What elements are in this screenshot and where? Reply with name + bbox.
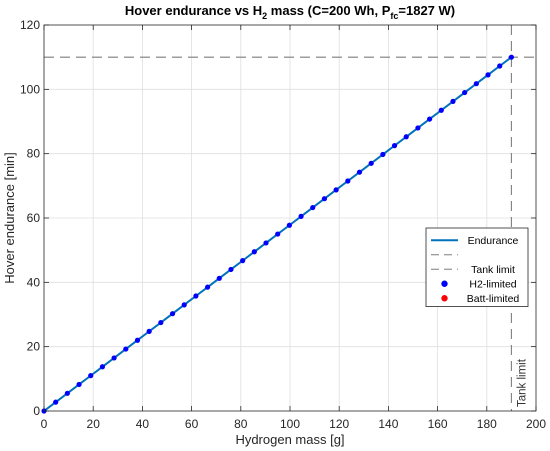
h2-limited-point: [508, 54, 514, 60]
h2-limited-point: [111, 355, 117, 361]
y-tick-label: 60: [27, 211, 41, 225]
title-main: Hover endurance vs H: [125, 3, 262, 18]
h2-limited-point: [158, 319, 164, 326]
x-tick-label: 0: [41, 417, 48, 431]
tank-limit-annotation: Tank limit: [516, 358, 528, 407]
h2-limited-point: [263, 240, 269, 246]
h2-limited-point: [251, 249, 257, 255]
x-tick-label: 180: [477, 417, 497, 431]
h2-limited-point: [88, 373, 94, 379]
h2-limited-point: [216, 275, 222, 281]
x-tick-label: 200: [526, 417, 546, 431]
h2-limited-point: [345, 178, 351, 184]
h2-limited-point: [485, 72, 491, 78]
x-tick-label: 40: [136, 417, 150, 431]
x-axis-label: Hydrogen mass [g]: [235, 432, 344, 447]
x-tick-label: 20: [87, 417, 101, 431]
h2-limited-point: [415, 125, 421, 131]
ticks: 0 20 40 60 80 100 120 140 160 180 200 0 20 40 60 80 100 1…: [20, 18, 546, 431]
title-end: =1827 W): [398, 3, 455, 18]
h2-limited-point: [181, 302, 187, 308]
title-mid: mass (C=200 Wh, P: [267, 3, 391, 18]
h2-limited-point: [134, 337, 141, 343]
h2-limited-point: [53, 399, 59, 405]
h2-limited-point: [403, 134, 409, 140]
x-tick-label: 120: [329, 417, 349, 431]
h2-limited-point: [462, 89, 468, 96]
y-tick-label: 40: [27, 275, 41, 289]
h2-limited-point: [356, 169, 363, 175]
x-tick-label: 160: [428, 417, 448, 431]
y-tick-label: 120: [20, 18, 40, 32]
x-tick-label: 100: [280, 417, 300, 431]
legend-swatch-batt-limited: [441, 295, 448, 302]
y-tick-label: 80: [27, 147, 41, 161]
h2-limited-point: [368, 160, 374, 166]
title-h2-subscript: 2: [262, 11, 267, 21]
title-p-subscript: fc: [390, 11, 398, 21]
h2-limited-point: [333, 187, 339, 193]
h2-limited-point: [321, 196, 328, 202]
h2-limited-point: [310, 204, 316, 211]
h2-limited-point: [497, 63, 503, 69]
chart-title: Hover endurance vs H2 mass (C=200 Wh, Pf…: [125, 3, 455, 21]
h2-limited-point: [146, 328, 152, 334]
h2-limited-point: [380, 151, 386, 158]
x-tick-label: 60: [185, 417, 199, 431]
legend-label: Batt-limited: [467, 293, 520, 305]
x-tick-label: 80: [234, 417, 248, 431]
legend-entries: Endurance Tank limit H2-limited Batt-limite…: [431, 235, 519, 305]
h2-limited-point: [275, 231, 281, 237]
legend-swatch-h2-limited: [441, 280, 448, 287]
legend: Endurance Tank limit H2-limited Batt-limite…: [425, 227, 529, 307]
h2-limited-point: [450, 98, 456, 104]
h2-limited-point: [193, 293, 199, 299]
limit-lines: [44, 25, 536, 411]
y-tick-label: 100: [20, 82, 40, 96]
h2-limited-point: [240, 258, 246, 264]
y-axis-label: Hover endurance [min]: [2, 152, 17, 284]
h2-limited-point: [204, 284, 211, 290]
h2-limited-point: [298, 213, 304, 219]
x-tick-label: 140: [378, 417, 398, 431]
h2-limited-point: [427, 116, 433, 122]
h2-limited-point: [169, 311, 176, 317]
y-tick-label: 0: [33, 404, 40, 418]
h2-limited-point: [438, 107, 444, 113]
h2-limited-point: [64, 390, 70, 396]
h2-limited-point: [99, 364, 106, 370]
legend-label: H2-limited: [469, 278, 516, 290]
h2-limited-point: [391, 143, 398, 149]
h2-limited-point: [228, 266, 234, 273]
h2-limited-point: [76, 381, 82, 388]
h2-limited-point: [473, 81, 479, 87]
h2-limited-point: [286, 222, 292, 228]
h2-limited-point: [123, 346, 129, 352]
legend-label: Endurance: [468, 235, 519, 247]
y-tick-label: 20: [27, 340, 41, 354]
legend-label: Tank limit: [471, 264, 515, 276]
grid: [44, 25, 536, 411]
